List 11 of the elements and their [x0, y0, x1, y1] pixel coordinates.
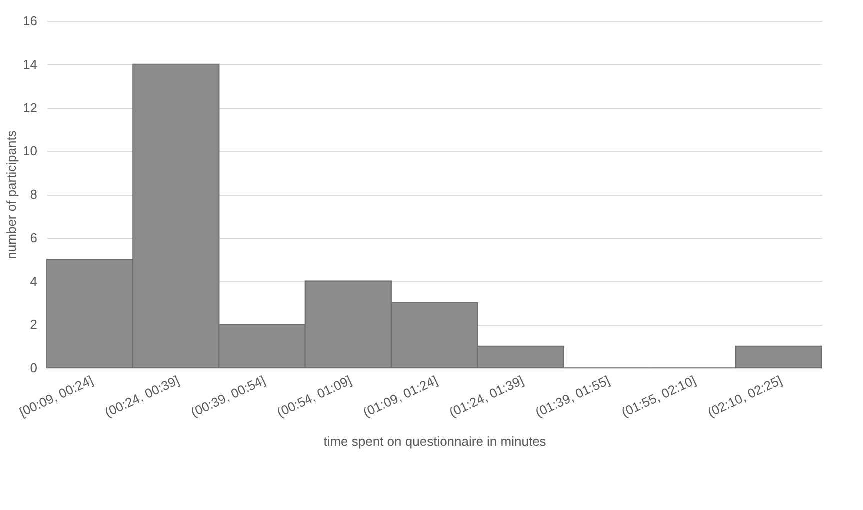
y-tick-label: 8 — [30, 187, 38, 202]
y-tick-label: 16 — [23, 14, 38, 28]
y-tick-label: 12 — [23, 100, 38, 116]
y-tick-label: 6 — [30, 230, 38, 246]
y-tick-label: 14 — [23, 56, 38, 72]
y-tick-label: 10 — [23, 144, 38, 159]
y-tick-label: 4 — [30, 274, 38, 289]
y-axis-title: number of participants — [4, 130, 20, 260]
y-tick-label: 0 — [30, 360, 38, 376]
y-tick-label: 2 — [30, 317, 38, 332]
x-axis-title: time spent on questionnaire in minutes — [324, 434, 547, 450]
